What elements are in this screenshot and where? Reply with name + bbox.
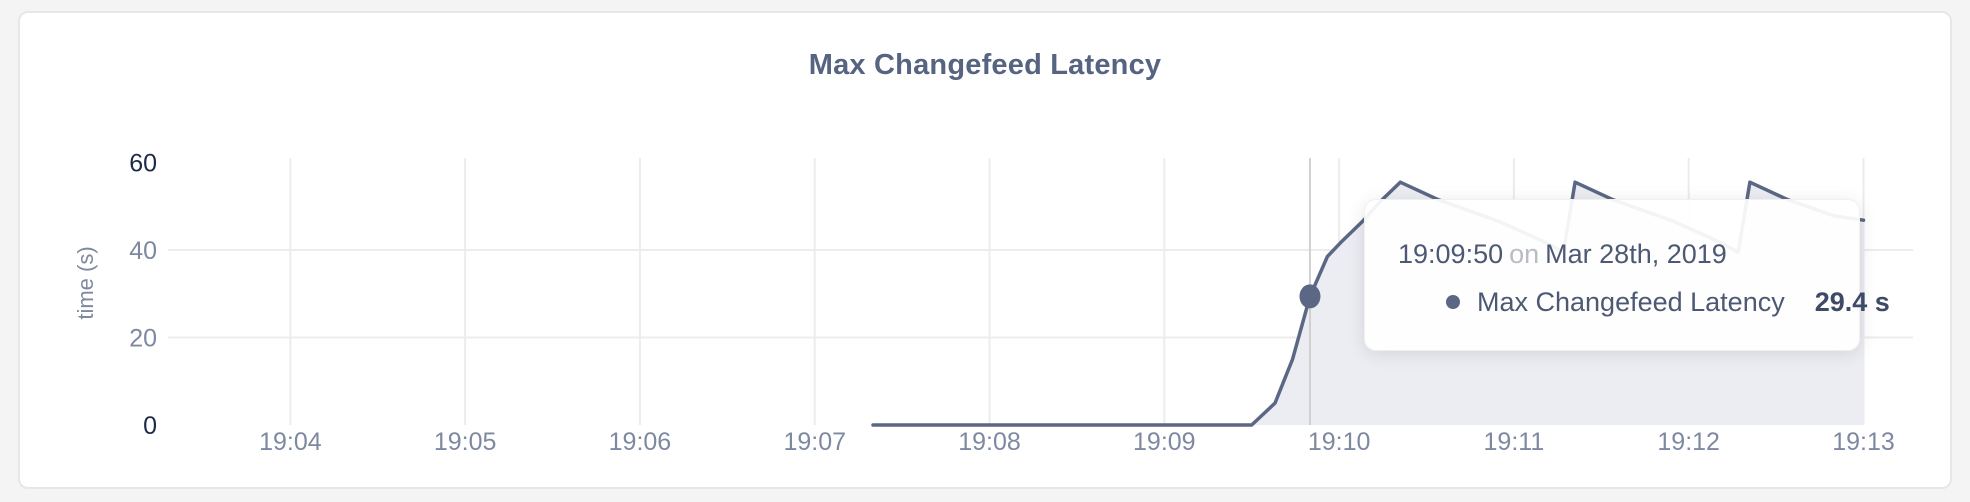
y-tick-label: 0 (143, 412, 157, 440)
x-tick-label: 19:13 (1832, 428, 1895, 456)
tooltip-connector: on (1509, 239, 1540, 269)
x-tick-label: 19:06 (609, 428, 672, 456)
x-tick-label: 19:04 (259, 428, 322, 456)
x-tick-label: 19:07 (783, 428, 846, 456)
hover-dot-icon (1299, 284, 1321, 309)
x-axis-labels: 19:04 19:05 19:06 19:07 19:08 19:09 19:10 19:11… (259, 428, 1895, 456)
y-tick-label: 60 (129, 149, 157, 177)
x-tick-label: 19:11 (1484, 428, 1545, 456)
tooltip-series-label: Max Changefeed Latency (1477, 286, 1785, 317)
x-tick-label: 19:12 (1657, 428, 1720, 456)
x-tick-label: 19:08 (958, 428, 1021, 456)
x-tick-label: 19:05 (434, 428, 497, 456)
hover-dot-marker (1299, 284, 1321, 309)
tooltip-date: Mar 28th, 2019 (1545, 239, 1727, 269)
x-tick-label: 19:10 (1308, 428, 1371, 456)
tooltip-time: 19:09:50 (1398, 239, 1504, 269)
y-axis-labels: 0 20 40 60 (129, 149, 157, 440)
chart-card: Max Changefeed Latency time (s) 19:04 19:… (18, 11, 1952, 489)
hover-tooltip: 19:09:50 on Mar 28th, 2019 Max Changefeed … (1364, 199, 1890, 351)
tooltip-timestamp: 19:09:50 on Mar 28th, 2019 (1398, 234, 1859, 274)
tooltip-series-value: 29.4 s (1814, 286, 1890, 317)
chart-title: Max Changefeed Latency (808, 49, 1162, 81)
y-tick-label: 40 (129, 237, 157, 265)
series-bullet-icon (1446, 295, 1460, 309)
tooltip-series-row: Max Changefeed Latency 29.4 s (1398, 282, 1890, 322)
x-tick-label: 19:09 (1133, 428, 1196, 456)
y-tick-label: 20 (129, 324, 157, 352)
